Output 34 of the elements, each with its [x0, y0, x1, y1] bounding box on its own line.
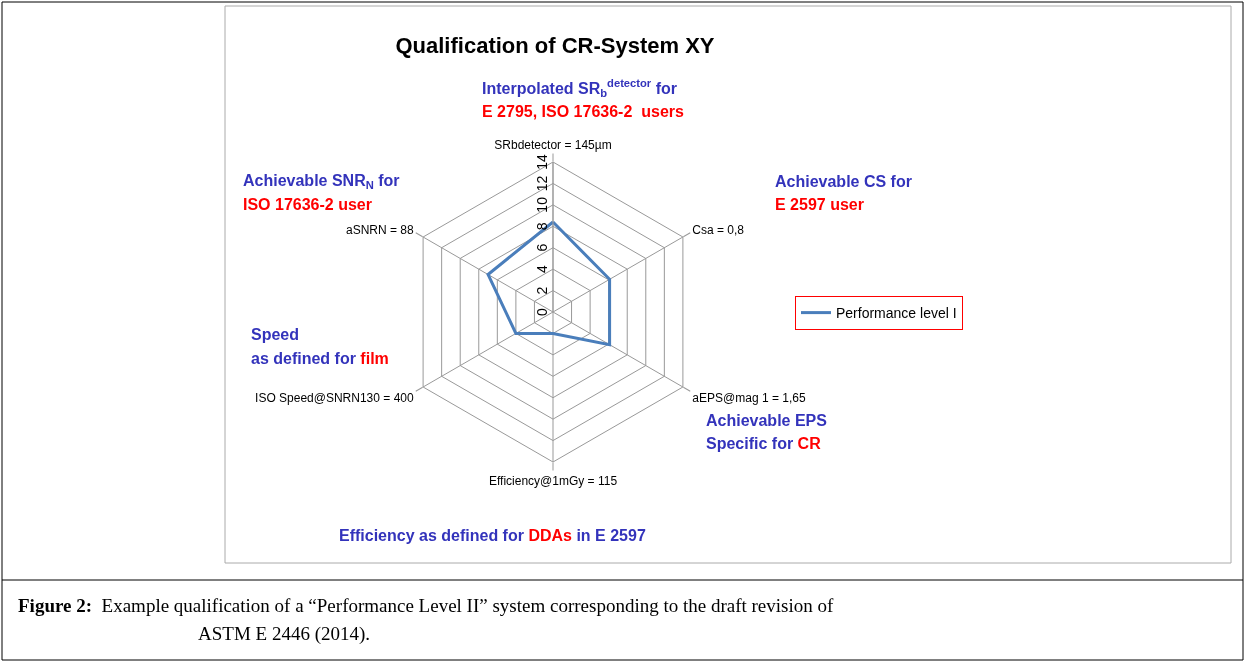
text: in E 2597 — [576, 527, 646, 544]
y-tick-label: 0 — [533, 307, 550, 316]
spoke-label: aSNRN = 88 — [345, 222, 414, 237]
spoke-label: SRbdetector = 145µm — [494, 137, 612, 152]
legend-label: Performance level I — [836, 305, 957, 322]
text: Example qualification of a “Performance Level II” system corresponding to the draft revision of — [101, 595, 834, 616]
y-tick-label: 10 — [533, 196, 550, 213]
spoke-label: aEPS@mag 1 = 1,65 — [692, 391, 806, 406]
text: as defined for — [251, 350, 356, 367]
y-tick-label: 12 — [533, 175, 550, 192]
text: Interpolated SR$_{b}$$^{detector}$ for — [482, 77, 677, 100]
text: CR — [797, 435, 822, 452]
text: film — [360, 350, 389, 367]
text: Achievable SNR$_{N}$ for — [243, 172, 400, 192]
text: ASTM E 2446 (2014). — [198, 623, 371, 645]
spoke-label: Csa = 0,8 — [692, 222, 745, 237]
text: Speed — [251, 326, 300, 343]
text: E 2795, ISO 17636-2 users — [482, 103, 685, 120]
caption: Figure 2: — [18, 595, 93, 616]
text: Efficiency as defined for — [339, 527, 524, 544]
y-tick-label: 2 — [533, 286, 550, 295]
text: Achievable EPS — [706, 412, 828, 429]
text: E 2597 user — [775, 196, 864, 213]
y-tick-label: 4 — [533, 265, 550, 274]
chart-title: Qualification of CR-System XY — [395, 32, 715, 58]
spoke-label: Efficiency@1mGy = 115 — [488, 473, 618, 488]
text: Specific for — [706, 435, 794, 452]
text: DDAs — [528, 527, 573, 544]
text: ISO 17636-2 user — [243, 196, 372, 213]
y-tick-label: 6 — [533, 243, 550, 252]
y-tick-label: 8 — [533, 222, 550, 231]
text: Achievable CS for — [775, 173, 912, 190]
spoke-label: ISO Speed@SNRN130 = 400 — [255, 391, 414, 406]
y-tick-label: 14 — [533, 154, 550, 170]
